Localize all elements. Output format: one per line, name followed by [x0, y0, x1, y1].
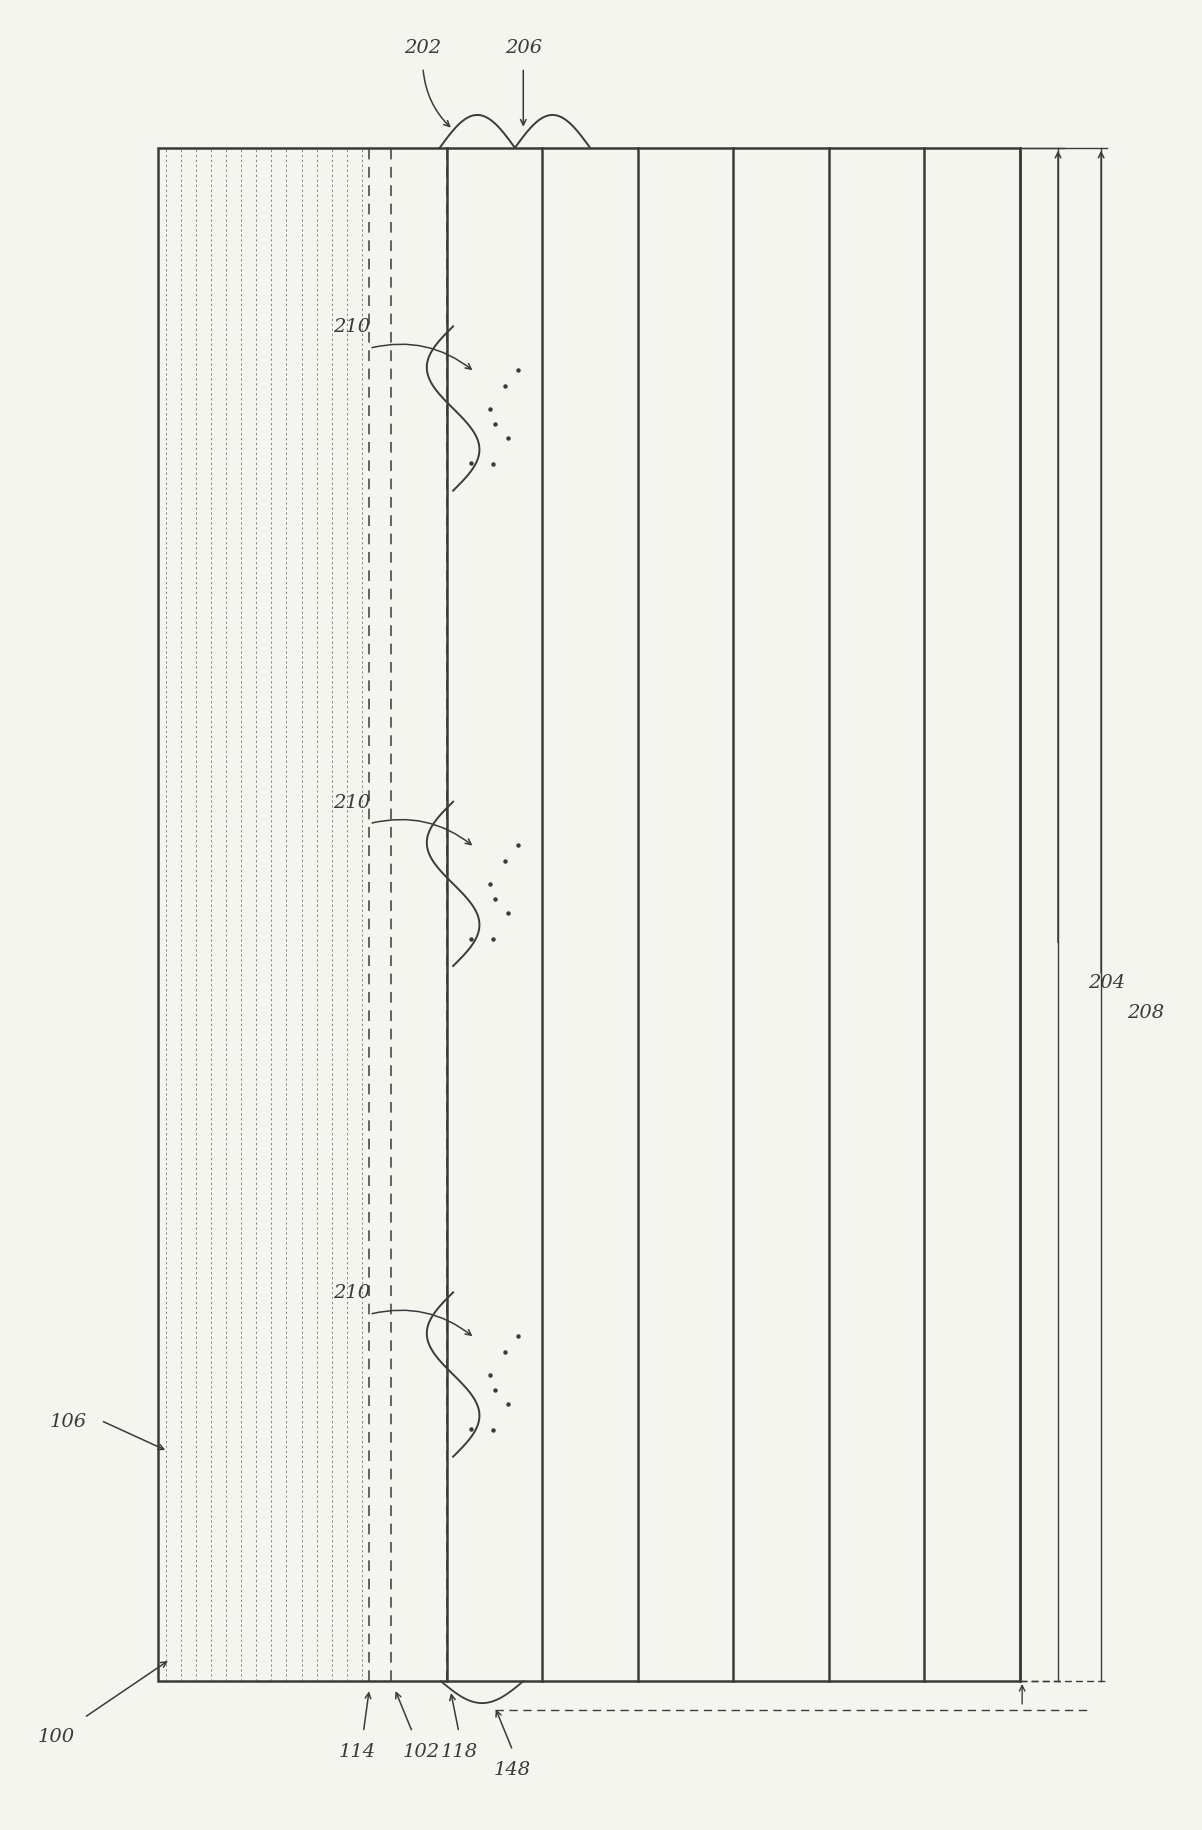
Text: 118: 118	[440, 1742, 477, 1760]
Text: 208: 208	[1127, 1005, 1165, 1021]
Text: 206: 206	[505, 40, 542, 57]
Text: 210: 210	[333, 792, 370, 811]
Text: 148: 148	[494, 1760, 531, 1777]
Text: 100: 100	[38, 1728, 76, 1746]
Text: 102: 102	[403, 1742, 440, 1760]
Text: 204: 204	[1088, 974, 1125, 992]
Text: 210: 210	[333, 318, 370, 337]
Text: 114: 114	[339, 1742, 376, 1760]
Text: 210: 210	[333, 1283, 370, 1301]
Text: 202: 202	[404, 40, 441, 57]
Text: 106: 106	[50, 1411, 87, 1429]
